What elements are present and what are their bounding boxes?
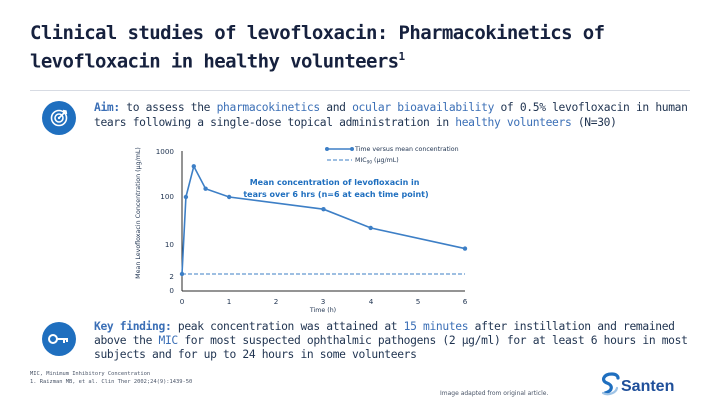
y-tick-1000: 1000: [156, 147, 175, 156]
annotation-line-1: Mean concentration of levofloxacin in: [250, 178, 420, 187]
data-point-6: [368, 225, 373, 231]
annotation-line-2: tears over 6 hrs (n=6 at each time point…: [243, 190, 428, 199]
key-highlight-time: 15 minutes: [403, 320, 469, 333]
x-axis-title: Time (h): [309, 307, 336, 314]
aim-text-3: of 0.5% levofloxacin in human tears foll…: [94, 101, 688, 129]
footnote-abbreviation: MIC, Minimum Inhibitory Concentration: [30, 371, 151, 377]
aim-statement: Aim: to assess the pharmacokinetics and …: [94, 100, 694, 130]
y-tick-0: 0: [169, 286, 174, 295]
key-highlight-mic: MIC: [158, 334, 179, 347]
santen-logo: Santen: [597, 371, 697, 397]
x-tick-5: 5: [416, 297, 421, 306]
x-tick-0: 0: [180, 297, 185, 306]
legend-mic-name: MIC: [355, 157, 367, 164]
key-text-2: after instillation and remained above th…: [94, 320, 675, 347]
legend-mic-subscript: 90: [367, 160, 373, 165]
image-credit: Image adapted from original article.: [440, 390, 549, 397]
data-point-3: [203, 186, 208, 191]
aim-text-4: (N=30): [571, 116, 617, 129]
y-tick-10: 10: [165, 240, 175, 249]
y-axis-title: Mean Levofloxacin Concentration (μg/mL): [135, 147, 142, 279]
key-finding: Key finding: peak concentration was atta…: [94, 320, 694, 362]
title-line-1: Clinical studies of levofloxacin: Pharma…: [30, 22, 605, 44]
footnotes: MIC, Minimum Inhibitory Concentration 1.…: [30, 370, 192, 386]
aim-highlight-volunteers: healthy volunteers: [455, 116, 572, 129]
aim-highlight-pk: pharmacokinetics: [216, 101, 321, 114]
legend-series-marker: [325, 147, 329, 151]
page-title: Clinical studies of levofloxacin: Pharma…: [30, 22, 690, 73]
legend-mic-label: MIC90 (μg/mL): [355, 157, 399, 165]
concentration-chart: Mean Levofloxacin Concentration (μg/mL) …: [135, 146, 468, 314]
key-text-1: peak concentration was attained at: [171, 320, 404, 333]
key-label: Key finding:: [94, 320, 172, 333]
aim-highlight-bioavailability: ocular bioavailability: [352, 101, 495, 114]
x-tick-3: 3: [321, 297, 326, 306]
plot-area: [179, 164, 468, 277]
data-point-2: [191, 164, 196, 169]
title-superscript: 1: [398, 50, 406, 63]
x-tick-6: 6: [463, 297, 468, 306]
title-line-2-text: levofloxacin in healthy volunteers: [30, 50, 399, 73]
data-point-5: [321, 207, 326, 212]
aim-text-2: and: [319, 101, 353, 114]
x-tick-2: 2: [274, 297, 279, 306]
data-point-7: [462, 246, 468, 251]
key-text-3: for most suspected ophthalmic pathogens …: [94, 334, 688, 361]
chart-annotation: Mean concentration of levofloxacin in te…: [243, 178, 428, 199]
key-icon: [42, 322, 76, 356]
legend-series-label: Time versus mean concentration: [354, 146, 459, 153]
data-point-1: [183, 194, 189, 200]
x-tick-4: 4: [369, 297, 374, 306]
legend-mic-unit: (μg/mL): [372, 157, 399, 164]
aim-text-1: to assess the: [119, 101, 217, 114]
title-line-2: levofloxacin in healthy volunteers1: [30, 45, 690, 73]
logo-wordmark: Santen: [621, 378, 674, 395]
x-tick-1: 1: [227, 297, 232, 306]
data-point-4: [226, 194, 232, 200]
legend-series-marker-end: [350, 147, 354, 151]
y-tick-2: 2: [169, 272, 174, 281]
concentration-series-line: [181, 164, 466, 275]
aim-label: Aim:: [94, 101, 120, 114]
footnote-reference: 1. Raizman MB, et al. Clin Ther 2002;24(…: [30, 379, 193, 385]
target-icon: [42, 101, 76, 135]
title-divider: [30, 90, 690, 91]
y-tick-100: 100: [160, 192, 174, 201]
data-point-0: [179, 271, 185, 277]
